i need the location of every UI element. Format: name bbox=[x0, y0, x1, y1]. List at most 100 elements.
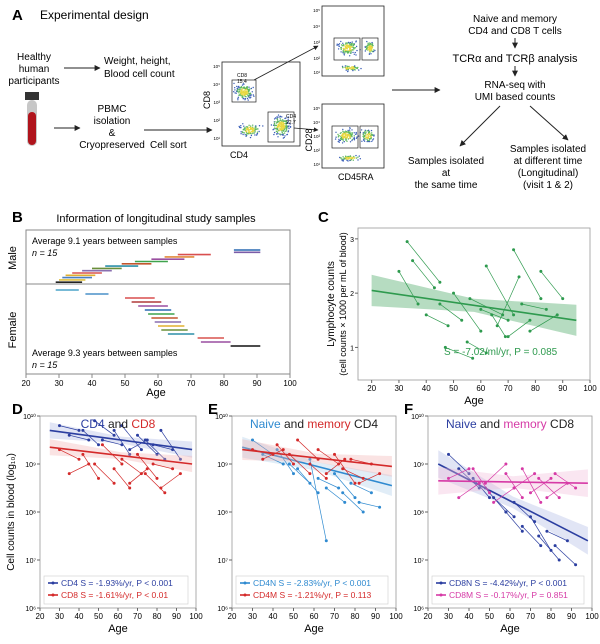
data-point bbox=[139, 448, 143, 452]
flow-event bbox=[244, 87, 246, 89]
subject-pair-line bbox=[554, 545, 576, 566]
ytick-label: 10⁷ bbox=[414, 558, 425, 565]
flow-event bbox=[348, 67, 351, 70]
flow-event bbox=[285, 125, 287, 128]
svg-text:(Longitudinal): (Longitudinal) bbox=[518, 168, 579, 179]
subject-pair-line bbox=[113, 468, 130, 489]
subject-pair-line bbox=[160, 430, 181, 460]
ytick-label: 10⁷ bbox=[218, 558, 229, 565]
flow-event bbox=[348, 155, 350, 158]
data-point bbox=[93, 462, 97, 466]
flow-event bbox=[248, 86, 250, 88]
flow-event bbox=[355, 131, 357, 134]
flow-event bbox=[233, 82, 235, 85]
flow-event bbox=[360, 129, 363, 131]
data-point bbox=[457, 467, 461, 471]
data-point bbox=[343, 500, 347, 504]
data-point bbox=[512, 313, 516, 317]
flow-event bbox=[274, 121, 276, 123]
flow-event bbox=[344, 66, 346, 69]
xtick-label: 90 bbox=[567, 612, 576, 621]
flow-event bbox=[366, 46, 368, 48]
flow-event bbox=[236, 85, 238, 88]
xtick-label: 20 bbox=[228, 612, 237, 621]
data-point bbox=[275, 443, 279, 447]
flow-event bbox=[254, 134, 256, 136]
female-average: Average 9.3 years between samples bbox=[32, 348, 178, 358]
subject-pair-line bbox=[530, 478, 552, 494]
ytick-label: 10⁸ bbox=[413, 510, 424, 517]
flow-event bbox=[347, 70, 349, 73]
flow-event bbox=[252, 94, 254, 96]
flow-event bbox=[239, 86, 242, 89]
flow-event bbox=[352, 49, 354, 51]
flow-event bbox=[245, 130, 247, 132]
flow-event bbox=[251, 133, 253, 135]
flow-event bbox=[242, 98, 244, 100]
flow-event bbox=[240, 95, 242, 97]
title-part: Naive bbox=[250, 417, 281, 431]
data-point bbox=[58, 424, 61, 428]
flow-event bbox=[371, 46, 373, 49]
flow-event bbox=[372, 50, 375, 53]
xtick-label: 30 bbox=[444, 612, 453, 621]
series-lymphocytes bbox=[371, 240, 577, 360]
data-point bbox=[424, 313, 428, 317]
data-point bbox=[100, 438, 104, 442]
flow-event bbox=[345, 50, 348, 53]
flow-event bbox=[371, 140, 373, 143]
title-part: and bbox=[281, 417, 308, 431]
subject-pair-line bbox=[334, 454, 356, 484]
data-point bbox=[405, 240, 409, 244]
flow-event bbox=[345, 138, 347, 140]
flow-event bbox=[283, 136, 285, 139]
flow-event bbox=[238, 90, 241, 92]
data-point bbox=[528, 318, 532, 322]
data-point bbox=[483, 481, 487, 485]
xtick-label: 40 bbox=[269, 612, 278, 621]
data-point bbox=[251, 438, 254, 442]
trend-line bbox=[371, 289, 577, 322]
subject-pair-line bbox=[485, 463, 507, 484]
flow-event bbox=[373, 49, 375, 51]
axis-cd4-label: CD4 bbox=[230, 150, 248, 160]
flow-event bbox=[351, 158, 353, 160]
data-point bbox=[432, 286, 436, 290]
axis-cd8-label: CD8 bbox=[202, 91, 212, 109]
flow-event bbox=[282, 124, 285, 126]
flow-event bbox=[251, 91, 253, 93]
flow-event bbox=[248, 90, 250, 92]
cd4-gate bbox=[267, 111, 295, 143]
subject-pair-line bbox=[82, 430, 99, 446]
data-point bbox=[178, 457, 182, 461]
flow-event bbox=[241, 88, 244, 90]
data-point bbox=[471, 476, 475, 480]
flow-event bbox=[237, 97, 239, 100]
flow-event bbox=[282, 119, 284, 121]
flow-event bbox=[367, 137, 369, 140]
flow-event bbox=[342, 66, 344, 69]
flow-event bbox=[344, 65, 347, 67]
flow-event bbox=[244, 129, 246, 131]
panel-f-letter: F bbox=[404, 401, 413, 418]
xtick-label: 90 bbox=[558, 384, 567, 393]
flow-event bbox=[243, 94, 246, 96]
svg-text:10¹: 10¹ bbox=[313, 162, 320, 167]
flow-event bbox=[346, 140, 348, 142]
female-label: Female bbox=[7, 312, 19, 349]
xtick-label: 50 bbox=[289, 612, 298, 621]
flow-event bbox=[272, 129, 274, 131]
panel-f-chart: F 20 30 40 50 60 70 80 90 100 10⁶ 10⁷ 10⁸ 10⁹ 10¹⁰ Age N… bbox=[404, 401, 599, 635]
subject-pair-line bbox=[350, 482, 372, 494]
flow-event bbox=[250, 131, 252, 133]
data-point bbox=[378, 472, 382, 476]
flow-event bbox=[353, 53, 355, 55]
xtick-label: 20 bbox=[424, 612, 433, 621]
flow-event bbox=[358, 155, 360, 157]
data-point bbox=[97, 476, 100, 480]
flow-event bbox=[365, 47, 368, 49]
data-point bbox=[349, 457, 353, 461]
flow-event bbox=[357, 159, 359, 161]
flow-event bbox=[281, 121, 283, 123]
flow-event bbox=[353, 43, 355, 46]
